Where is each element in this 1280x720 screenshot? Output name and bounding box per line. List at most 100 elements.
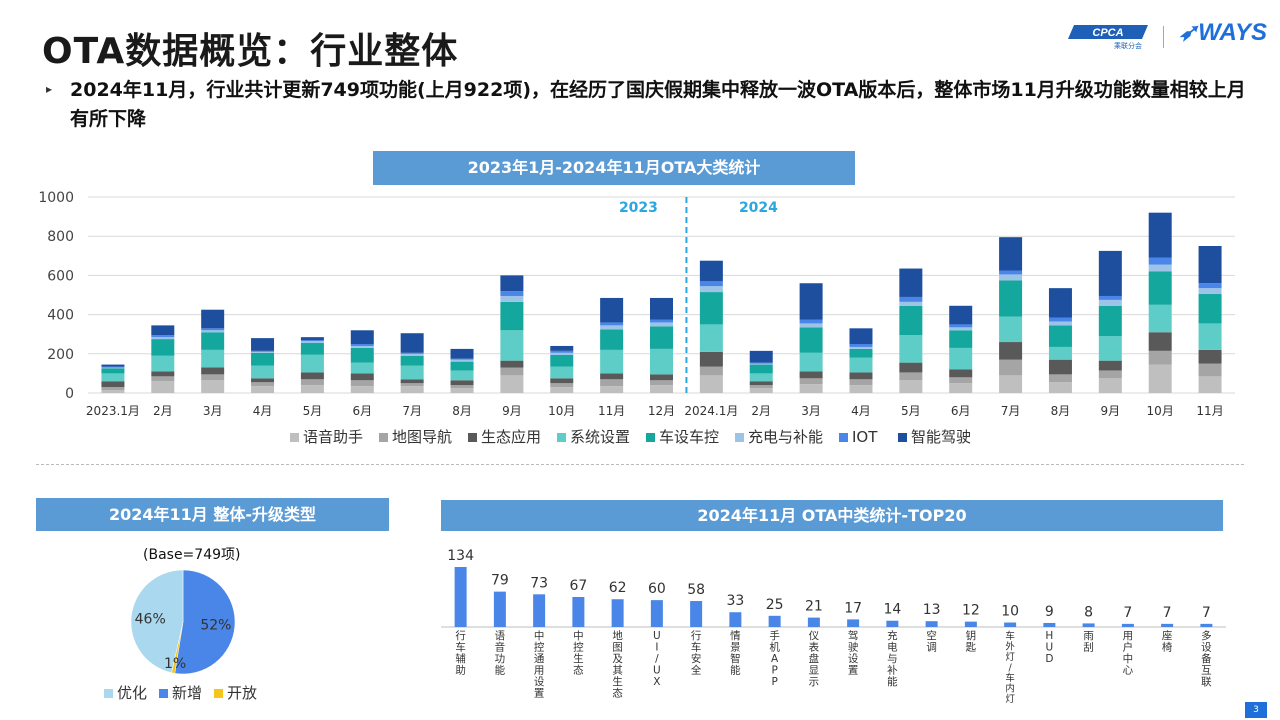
- bar-segment: [949, 330, 973, 348]
- bar-segment: [400, 355, 424, 366]
- bar-segment: [400, 352, 424, 354]
- bar-segment: [949, 377, 973, 384]
- y-tick-label: 1000: [38, 190, 74, 206]
- bar: [533, 594, 546, 627]
- bar-value-label: 67: [569, 578, 587, 594]
- bar-segment: [350, 380, 374, 387]
- bar-segment: [500, 360, 524, 368]
- x-tick-label: 6月: [352, 404, 372, 418]
- x-tick-label: 2023.1月: [86, 404, 140, 418]
- bar-value-label: 13: [923, 602, 941, 618]
- pie-legend-swatch: [104, 689, 113, 698]
- bar-segment: [550, 350, 574, 353]
- bar-segment: [550, 383, 574, 388]
- x-tick-label: 11月: [598, 404, 625, 418]
- x-tick-label: 2月: [153, 404, 173, 418]
- bar-segment: [1198, 323, 1222, 350]
- bar-value-label: 21: [805, 599, 823, 615]
- bar-segment: [1198, 376, 1222, 393]
- main-stacked-bar-chart: 0 200 400 600 800 1000 2023.1月 2月 3月 4月 5月 6月 7月 8月 9月…: [38, 190, 1235, 446]
- bar-segment: [101, 366, 125, 368]
- bar-segment: [251, 350, 275, 352]
- bar: [1200, 623, 1213, 627]
- bar-segment: [1098, 295, 1122, 300]
- bar-segment: [151, 337, 175, 340]
- bar-value-label: 8: [1084, 604, 1093, 620]
- bar-value-label: 7: [1202, 605, 1211, 621]
- bar-segment: [350, 386, 374, 393]
- x-tick-label: 2024.1月: [684, 404, 738, 418]
- x-tick-label: 空调: [926, 629, 937, 654]
- legend-label: 车设车控: [659, 428, 719, 446]
- bar-segment: [101, 368, 125, 374]
- bar-segment: [300, 340, 324, 342]
- x-tick-label: 行车安全: [691, 629, 702, 677]
- bar-segment: [450, 370, 474, 381]
- bar: [886, 620, 899, 627]
- x-tick-label: 10月: [1147, 404, 1174, 418]
- bar-segment: [650, 326, 673, 349]
- pie-legend-swatch: [214, 689, 224, 698]
- pie-legend-item: 开放: [214, 682, 257, 703]
- bar-segment: [251, 338, 275, 351]
- pie-legend-label: 新增: [172, 684, 203, 702]
- bar: [1004, 622, 1017, 627]
- bar-segment: [201, 309, 225, 329]
- bar-segment: [699, 260, 723, 282]
- x-tick-label: 仪表盘显示: [809, 630, 820, 688]
- bar-segment: [699, 351, 723, 367]
- bar-segment: [251, 352, 275, 366]
- bullet-arrow-icon: ▸: [46, 82, 53, 96]
- bar: [1161, 623, 1174, 627]
- legend-label: 充电与补能: [748, 428, 823, 446]
- bar-segment: [500, 330, 524, 361]
- bar-segment: [550, 352, 574, 355]
- bar-segment: [300, 343, 324, 355]
- bar-segment: [650, 348, 673, 375]
- legend-swatch: [839, 433, 848, 442]
- bar-value-label: 7: [1163, 605, 1172, 621]
- bar-segment: [550, 345, 574, 351]
- y-tick-label: 200: [47, 347, 74, 363]
- bar-segment: [749, 362, 773, 364]
- bar-segment: [101, 367, 125, 369]
- bar-segment: [600, 322, 624, 326]
- bar: [611, 599, 624, 627]
- pie-legend-label: 开放: [227, 684, 258, 702]
- x-tick-label: 座椅: [1162, 629, 1173, 654]
- pie-chart-title: 2024年11月 整体-升级类型: [36, 498, 389, 531]
- bar-segment: [500, 275, 524, 292]
- bar-segment: [749, 385, 773, 389]
- x-tick-label: 9月: [502, 404, 522, 418]
- bar-segment: [650, 319, 673, 323]
- bar-segment: [699, 375, 723, 393]
- bar-segment: [1098, 378, 1122, 393]
- y-tick-label: 400: [47, 308, 74, 324]
- bar-segment: [1148, 332, 1172, 351]
- pie-base-label: (Base=749项): [143, 547, 241, 563]
- bar-segment: [1048, 317, 1072, 322]
- bar-segment: [799, 283, 823, 320]
- bar-segment: [999, 359, 1023, 376]
- bar-segment: [799, 371, 823, 379]
- bar-segment: [1148, 264, 1172, 272]
- bar-value-label: 7: [1123, 605, 1132, 621]
- legend-label: 语音助手: [303, 428, 363, 446]
- bar-segment: [300, 354, 324, 373]
- bar-segment: [400, 353, 424, 356]
- bar-segment: [201, 367, 225, 375]
- bar: [768, 615, 781, 627]
- bar-segment: [600, 297, 624, 323]
- bar-segment: [949, 305, 973, 325]
- bar-segment: [151, 335, 175, 338]
- bar-segment: [600, 373, 624, 380]
- legend-swatch: [557, 433, 566, 442]
- x-tick-label: 9月: [1101, 404, 1121, 418]
- bar-segment: [1098, 305, 1122, 337]
- legend-label: 系统设置: [570, 428, 630, 446]
- pie-legend-swatch: [159, 689, 169, 698]
- bar-segment: [1148, 304, 1172, 333]
- main-chart-title: 2023年1月-2024年11月OTA大类统计: [373, 151, 855, 185]
- legend-label: IOT: [852, 428, 878, 446]
- bar-value-label: 10: [1001, 604, 1019, 620]
